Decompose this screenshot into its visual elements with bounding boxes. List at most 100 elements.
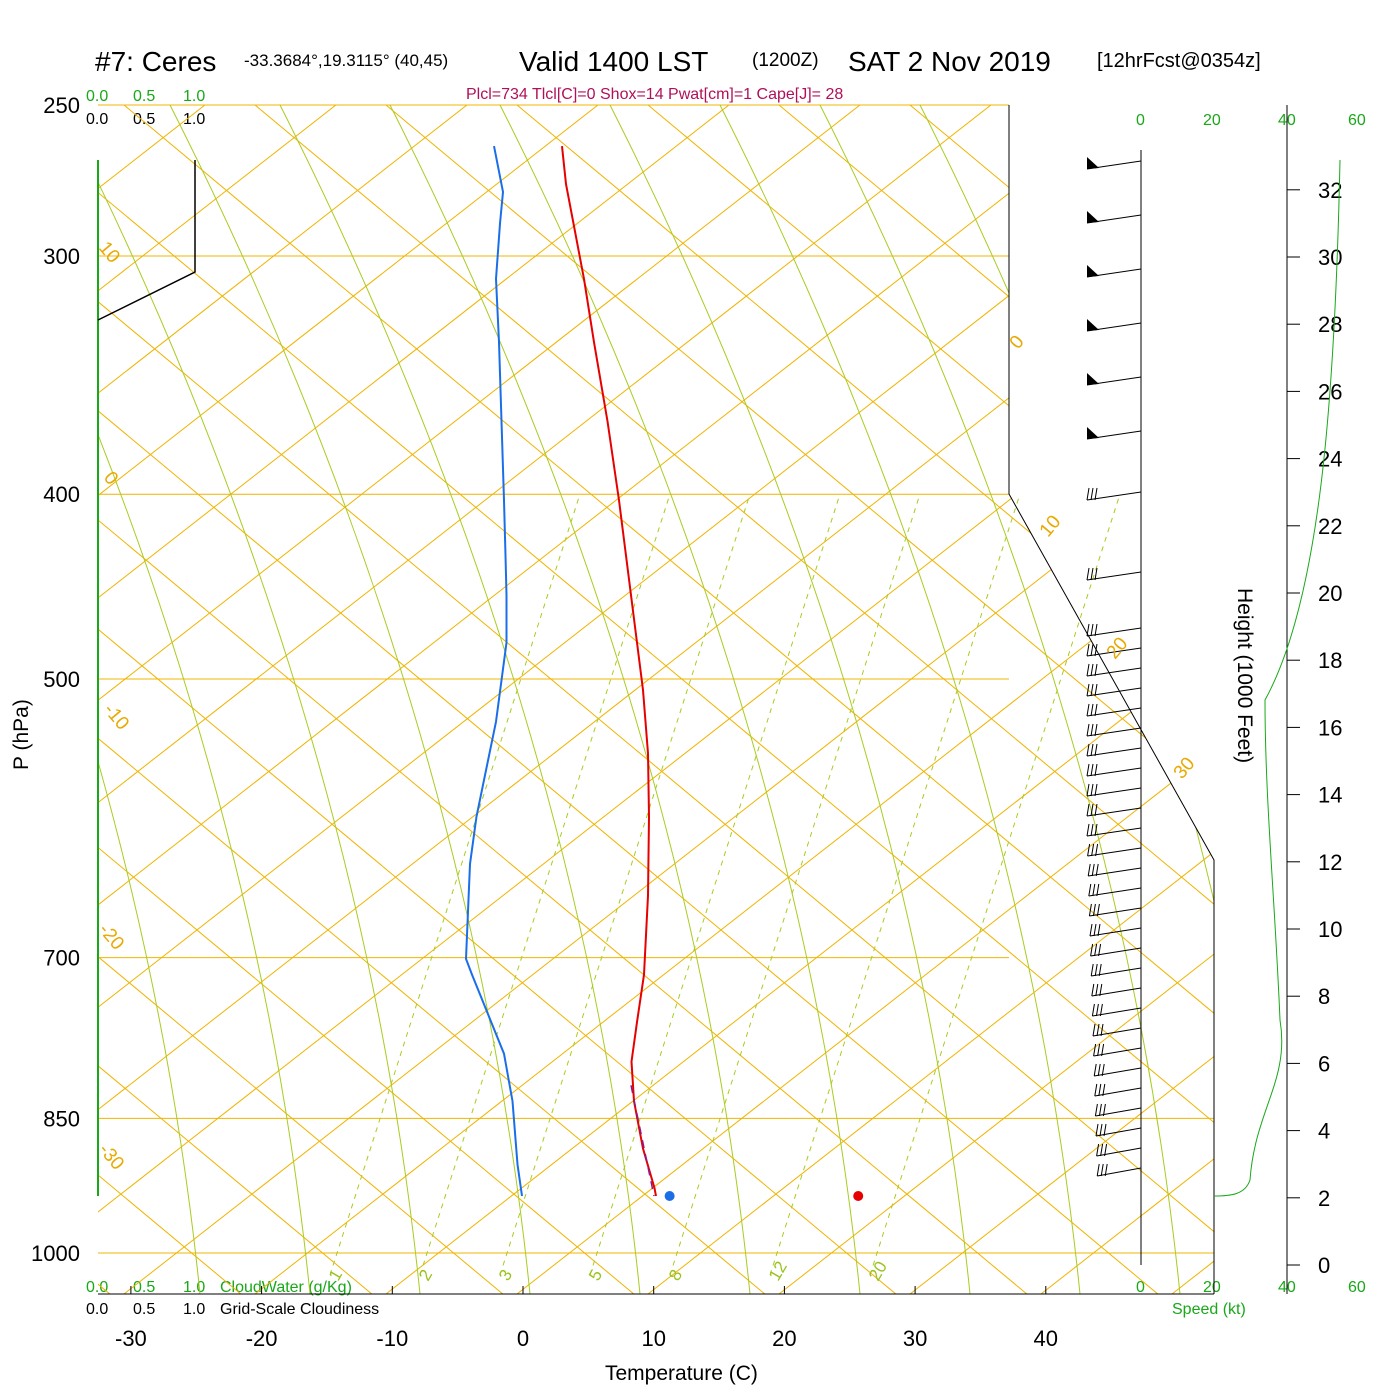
wind-barb-feather <box>1094 823 1098 837</box>
wind-barb-feather <box>1094 743 1098 757</box>
dry-adiabat-label: 10 <box>1036 512 1066 542</box>
speed-tick-bottom: 60 <box>1348 1279 1366 1296</box>
station-coords: -33.3684°,19.3115° (40,45) <box>244 51 448 70</box>
dry-adiabat <box>98 105 1214 1294</box>
wind-barb <box>1086 707 1142 717</box>
wind-barb-feather <box>1102 1103 1106 1117</box>
wind-barb-feather <box>1095 1123 1099 1137</box>
skewed-isotherm <box>98 105 415 1294</box>
wind-barb <box>1094 1067 1142 1077</box>
wind-barb-feather <box>1098 963 1102 977</box>
wind-barb-feather <box>1097 1063 1101 1077</box>
wind-barb-feather <box>1086 743 1090 757</box>
height-tick-label: 14 <box>1318 783 1342 808</box>
mixing-ratio-label: 3 <box>495 1266 516 1284</box>
wind-barb-feather <box>1090 703 1094 717</box>
skewed-isotherm <box>98 105 1214 1294</box>
wind-barb-feather <box>1086 663 1090 677</box>
wind-barb-feather <box>1086 823 1090 837</box>
cloudiness-label: Grid-Scale Cloudiness <box>220 1301 379 1318</box>
wind-barb-feather <box>1086 487 1090 501</box>
cloudiness-tick-top: 0.0 <box>86 111 108 128</box>
wind-barb-feather <box>1094 623 1098 637</box>
wind-barb-feather <box>1090 743 1094 757</box>
wind-barb-feather <box>1100 1023 1104 1037</box>
skewed-isotherm <box>98 105 1070 1294</box>
wind-barb-feather <box>1104 1163 1108 1177</box>
sounding-series <box>464 145 864 1201</box>
cloudiness-tick-bottom: 0.0 <box>86 1301 108 1318</box>
wind-barb-feather <box>1093 923 1097 937</box>
x-tick-label: -10 <box>376 1326 408 1351</box>
wind-barb-feather <box>1099 1003 1103 1017</box>
wind-barb-feather <box>1090 963 1094 977</box>
forecast-date: SAT 2 Nov 2019 <box>848 46 1051 77</box>
skewed-isotherm <box>123 105 1214 1294</box>
dry-adiabat <box>778 105 1214 1294</box>
wind-barb-pennant <box>1087 157 1099 169</box>
moist-adiabat <box>98 105 311 1294</box>
wind-barb-pennant <box>1087 319 1099 331</box>
mixing-ratio-line <box>589 493 841 1276</box>
wind-barb-feather <box>1101 1043 1105 1057</box>
wind-barb-feather <box>1095 983 1099 997</box>
skewed-isotherm <box>778 105 1214 1294</box>
wind-barb-feather <box>1088 903 1092 917</box>
mixing-ratio-line <box>329 493 581 1276</box>
wind-barb-feather <box>1094 663 1098 677</box>
wind-barb-pennant <box>1087 211 1099 223</box>
wind-barb <box>1086 767 1142 777</box>
cloudiness-tick-top: 0.5 <box>133 111 155 128</box>
speed-tick-bottom: 0 <box>1136 1279 1145 1296</box>
x-tick-label: 20 <box>772 1326 796 1351</box>
pressure-tick-label: 300 <box>43 244 80 269</box>
moist-adiabat <box>279 105 641 1294</box>
wind-barb-feather <box>1091 1003 1095 1017</box>
wind-barb-feather <box>1098 1103 1102 1117</box>
skewed-isotherm <box>0 44 21 1294</box>
wind-barb-feather <box>1094 963 1098 977</box>
wind-barb <box>1091 967 1142 977</box>
pressure-tick-label: 700 <box>43 946 80 971</box>
dry-adiabats <box>0 44 1214 1294</box>
dry-adiabat-label: -30 <box>94 1140 128 1175</box>
wind-barb-feather <box>1094 783 1098 797</box>
moist-adiabat <box>819 105 1181 1294</box>
wind-barb-feather <box>1094 763 1098 777</box>
skewed-isotherm <box>98 105 1214 1294</box>
wind-barb-feather <box>1102 1083 1106 1097</box>
skewed-isotherm <box>909 105 1214 1294</box>
wind-barb <box>1088 867 1142 877</box>
cloudiness-profile <box>97 160 196 321</box>
speed-tick-top: 60 <box>1348 112 1366 129</box>
pressure-tick-label: 850 <box>43 1106 80 1131</box>
mixing-ratio-line <box>419 493 671 1276</box>
wind-barb <box>1086 627 1142 637</box>
wind-barb <box>1094 1087 1142 1097</box>
wind-barb-feather <box>1103 1123 1107 1137</box>
moist-adiabat <box>389 105 751 1294</box>
wind-barb-feather <box>1086 683 1090 697</box>
cloudwater-tick-bottom: 1.0 <box>183 1279 205 1296</box>
wind-barb-feather <box>1091 863 1095 877</box>
pressure-tick-label: 250 <box>43 93 80 118</box>
wind-barb-feather <box>1090 783 1094 797</box>
wind-barb-feather <box>1098 1083 1102 1097</box>
cloudwater-tick-bottom: 0.5 <box>133 1279 155 1296</box>
wind-barb-feather <box>1092 1023 1096 1037</box>
wind-barb-feather <box>1095 1003 1099 1017</box>
wind-barb <box>1090 947 1142 957</box>
moist-adiabat <box>169 105 531 1294</box>
pressure-tick-label: 500 <box>43 667 80 692</box>
wind-barb-feather <box>1090 803 1094 817</box>
wind-barb-feather <box>1094 1103 1098 1117</box>
wind-barb-feather <box>1086 803 1090 817</box>
wind-barb-feather <box>1095 843 1099 857</box>
y-axis-title: P (hPa) <box>10 699 33 770</box>
station-name: #7: Ceres <box>95 46 216 77</box>
height-tick-label: 6 <box>1318 1051 1330 1076</box>
cloudwater-tick-top: 0.5 <box>133 88 155 105</box>
wind-barb-feather <box>1089 923 1093 937</box>
